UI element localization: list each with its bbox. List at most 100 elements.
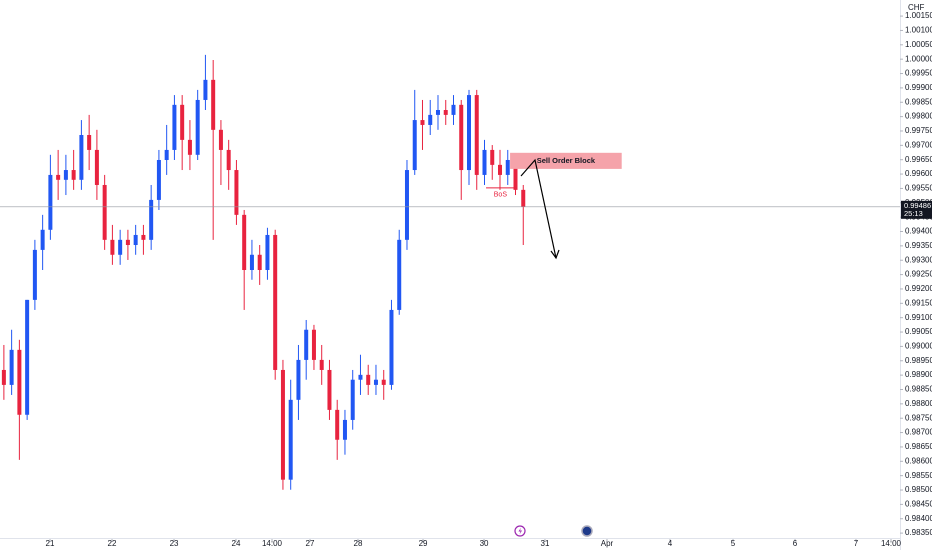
x-tick-label: 14:00 (262, 539, 283, 548)
candle-body (71, 170, 76, 180)
y-tick-label: 0.98400 (905, 514, 932, 523)
candle-body (56, 174, 61, 180)
x-tick-label: 31 (541, 539, 550, 548)
arrow-path (520, 158, 557, 259)
y-tick-label: 0.98600 (905, 456, 932, 465)
last-price-box (901, 200, 932, 219)
candle-body (420, 120, 425, 125)
candle-body (474, 95, 479, 175)
y-tick-label: 0.99250 (905, 270, 932, 279)
candle-body (63, 170, 68, 180)
y-tick-label: 0.99000 (905, 342, 932, 351)
candle-body (156, 159, 161, 200)
candle-body (257, 254, 262, 270)
candle-body (133, 234, 138, 246)
candle-body (459, 104, 464, 171)
y-tick-label: 1.00000 (905, 54, 932, 63)
y-tick-label: 0.99100 (905, 313, 932, 322)
candle-body (211, 79, 216, 130)
y-tick-label: 0.99300 (905, 255, 932, 264)
candle-body (141, 234, 146, 240)
candle-body (149, 199, 154, 240)
zone-label: Sell Order Block (537, 156, 596, 165)
projection-arrow (520, 158, 560, 260)
y-tick-label: 0.98450 (905, 499, 932, 508)
candle-body (288, 399, 293, 480)
candle-body (366, 374, 371, 385)
last-price-label: 0.99486 (904, 201, 931, 210)
y-tick-label: 0.99800 (905, 112, 932, 121)
candle-body (296, 359, 301, 400)
x-tick-label: 28 (354, 539, 363, 548)
y-tick-label: 0.99600 (905, 169, 932, 178)
candle-body (451, 104, 456, 115)
candle-body (327, 369, 332, 410)
candle-body (79, 135, 84, 180)
y-tick-label: 0.98550 (905, 471, 932, 480)
x-tick-label: 30 (480, 539, 489, 548)
candle-body (17, 349, 22, 415)
candle-body (218, 129, 223, 150)
candle-body (102, 184, 107, 240)
y-tick-label: 1.00050 (905, 40, 932, 49)
candle-body (110, 239, 115, 255)
y-tick-label: 0.99550 (905, 184, 932, 193)
y-tick-label: 0.99700 (905, 140, 932, 149)
y-tick-label: 1.00100 (905, 26, 932, 35)
x-tick-label: 23 (170, 539, 179, 548)
candle-body (273, 234, 278, 370)
bos-label: BoS (494, 192, 508, 199)
sell-order-block (510, 152, 622, 169)
candle-body (397, 239, 402, 310)
x-tick-label: 7 (854, 539, 859, 548)
x-tick-label: 29 (419, 539, 428, 548)
y-tick-label: 0.98650 (905, 442, 932, 451)
y-tick-label: 0.98750 (905, 413, 932, 422)
candle-body (428, 114, 433, 125)
currency-label: CHF (908, 3, 925, 12)
economic-icon[interactable] (581, 525, 593, 537)
candle-body (40, 229, 45, 250)
candle-body (505, 159, 510, 175)
y-tick-label: 0.98800 (905, 399, 932, 408)
candle-body (118, 239, 123, 255)
candle-body (350, 379, 355, 420)
candle-body (94, 149, 99, 185)
candle-body (490, 149, 495, 165)
candle-body (412, 120, 417, 171)
x-tick-label: 6 (793, 539, 798, 548)
candle-body (521, 189, 526, 207)
candle-body (226, 149, 231, 171)
candle-body (265, 234, 270, 270)
y-tick-label: 0.98700 (905, 428, 932, 437)
candle-body (195, 99, 200, 155)
x-tick-label: 14:00 (881, 539, 902, 548)
candle-body (513, 159, 518, 190)
candle-body (498, 164, 502, 175)
candle-body (304, 329, 309, 360)
event-icons (514, 525, 593, 537)
candle-body (48, 174, 53, 230)
candle-body (358, 374, 363, 380)
y-tick-label: 0.99400 (905, 227, 932, 236)
candle-body (381, 379, 386, 385)
countdown-label: 25:13 (904, 209, 923, 218)
arrow-head (550, 249, 560, 260)
candle-body (242, 214, 247, 270)
y-tick-label: 0.98950 (905, 356, 932, 365)
candle-body (125, 239, 130, 246)
x-tick-label: 5 (731, 539, 736, 548)
candle-body (9, 349, 14, 385)
y-tick-label: 0.99750 (905, 126, 932, 135)
candle-body (342, 419, 347, 440)
candle-body (164, 149, 169, 160)
candle-body (172, 104, 177, 150)
x-tick-label: 27 (306, 539, 315, 548)
event-icon-glyph (518, 527, 522, 535)
candle-body (335, 409, 340, 440)
candle-body (482, 149, 487, 175)
candle-body (203, 79, 208, 100)
candle-body (32, 249, 37, 300)
y-tick-label: 0.98850 (905, 385, 932, 394)
